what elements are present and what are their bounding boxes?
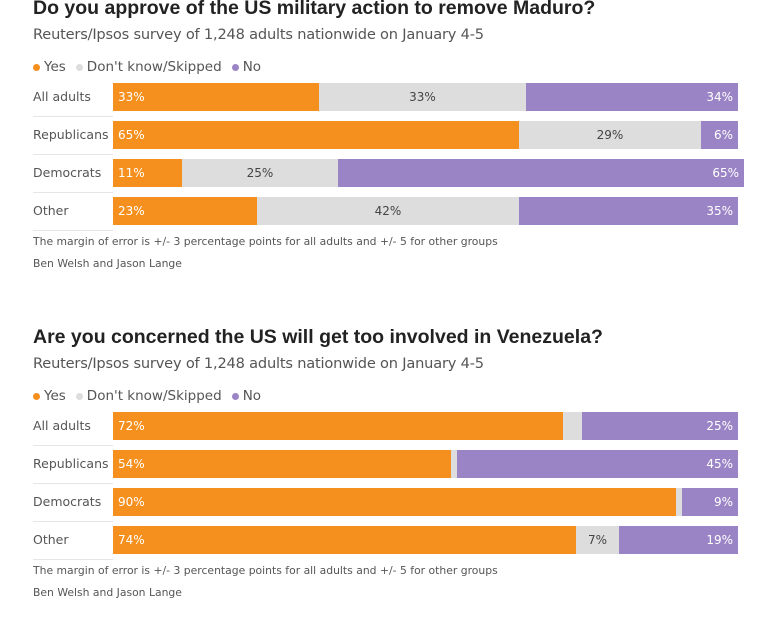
row-divider <box>33 154 113 155</box>
category-label: Democrats <box>33 165 102 180</box>
legend-item-no: No <box>231 59 261 75</box>
bar-yes: 11% <box>113 159 182 187</box>
bar-dont-know <box>451 450 457 478</box>
chart-title: Do you approve of the US military action… <box>33 0 596 19</box>
stacked-bar: 11% 25% 65% <box>113 159 744 187</box>
row-divider <box>33 116 113 117</box>
byline: Ben Welsh and Jason Lange <box>33 586 182 599</box>
row-divider <box>33 483 113 484</box>
legend-item-dont-know: Don't know/Skipped <box>75 388 222 404</box>
bar-yes: 90% <box>113 488 676 516</box>
legend-dot-icon <box>75 63 83 71</box>
legend-item-no: No <box>231 388 261 404</box>
bar-yes: 74% <box>113 526 576 554</box>
bar-yes: 65% <box>113 121 519 149</box>
category-label: Republicans <box>33 456 109 471</box>
bar-row: All adults 72% 25% <box>33 412 738 450</box>
legend-item-dont-know: Don't know/Skipped <box>75 59 222 75</box>
bar-no: 35% <box>519 197 738 225</box>
chart-subtitle: Reuters/Ipsos survey of 1,248 adults nat… <box>33 26 484 43</box>
row-divider <box>33 230 113 231</box>
stacked-bar: 90% 9% <box>113 488 738 516</box>
stacked-bar: 65% 29% 6% <box>113 121 738 149</box>
bar-no: 45% <box>457 450 738 478</box>
bar-dont-know: 7% <box>576 526 619 554</box>
margin-of-error-note: The margin of error is +/- 3 percentage … <box>33 235 498 248</box>
stacked-bar: 54% 45% <box>113 450 738 478</box>
legend: Yes Don't know/Skipped No <box>33 387 738 405</box>
bar-no: 19% <box>619 526 738 554</box>
bar-dont-know: 29% <box>519 121 701 149</box>
row-divider <box>33 192 113 193</box>
bar-dont-know: 25% <box>182 159 338 187</box>
legend-item-yes: Yes <box>33 388 66 404</box>
bar-rows: All adults 72% 25% Republicans 54% 45% Democra… <box>33 412 738 564</box>
row-divider <box>33 559 113 560</box>
bar-yes: 72% <box>113 412 563 440</box>
bar-no: 34% <box>526 83 738 111</box>
bar-row: All adults 33% 33% 34% <box>33 83 738 121</box>
bar-no: 6% <box>701 121 738 149</box>
row-divider <box>33 521 113 522</box>
bar-dont-know: 42% <box>257 197 519 225</box>
legend: Yes Don't know/Skipped No <box>33 58 738 76</box>
chart-approve-military-action: Do you approve of the US military action… <box>33 0 744 271</box>
bar-row: Democrats 11% 25% 65% <box>33 159 744 197</box>
bar-row: Other 23% 42% 35% <box>33 197 738 235</box>
bar-rows: All adults 33% 33% 34% Republicans 65% 29% 6% De… <box>33 83 744 235</box>
legend-item-yes: Yes <box>33 59 66 75</box>
legend-dot-icon <box>231 392 239 400</box>
legend-dot-icon <box>75 392 83 400</box>
category-label: All adults <box>33 418 91 433</box>
bar-dont-know <box>676 488 682 516</box>
stacked-bar: 33% 33% 34% <box>113 83 738 111</box>
bar-dont-know: 33% <box>319 83 526 111</box>
legend-dot-icon <box>231 63 239 71</box>
chart-subtitle: Reuters/Ipsos survey of 1,248 adults nat… <box>33 355 484 372</box>
bar-dont-know <box>563 412 582 440</box>
bar-no: 9% <box>682 488 738 516</box>
bar-no: 65% <box>338 159 744 187</box>
byline: Ben Welsh and Jason Lange <box>33 257 182 270</box>
bar-yes: 23% <box>113 197 257 225</box>
bar-row: Other 74% 7% 19% <box>33 526 738 564</box>
chart-title: Are you concerned the US will get too in… <box>33 326 603 348</box>
legend-dot-icon <box>33 392 40 400</box>
category-label: Other <box>33 532 69 547</box>
bar-row: Republicans 65% 29% 6% <box>33 121 738 159</box>
stacked-bar: 23% 42% 35% <box>113 197 738 225</box>
legend-dot-icon <box>33 63 40 71</box>
bar-row: Republicans 54% 45% <box>33 450 738 488</box>
category-label: Republicans <box>33 127 109 142</box>
bar-row: Democrats 90% 9% <box>33 488 738 526</box>
category-label: All adults <box>33 89 91 104</box>
chart-concerned-involvement: Are you concerned the US will get too in… <box>33 326 738 600</box>
row-divider <box>33 445 113 446</box>
stacked-bar: 72% 25% <box>113 412 738 440</box>
category-label: Democrats <box>33 494 102 509</box>
stacked-bar: 74% 7% 19% <box>113 526 738 554</box>
bar-yes: 33% <box>113 83 319 111</box>
bar-yes: 54% <box>113 450 451 478</box>
bar-no: 25% <box>582 412 738 440</box>
margin-of-error-note: The margin of error is +/- 3 percentage … <box>33 564 498 577</box>
category-label: Other <box>33 203 69 218</box>
